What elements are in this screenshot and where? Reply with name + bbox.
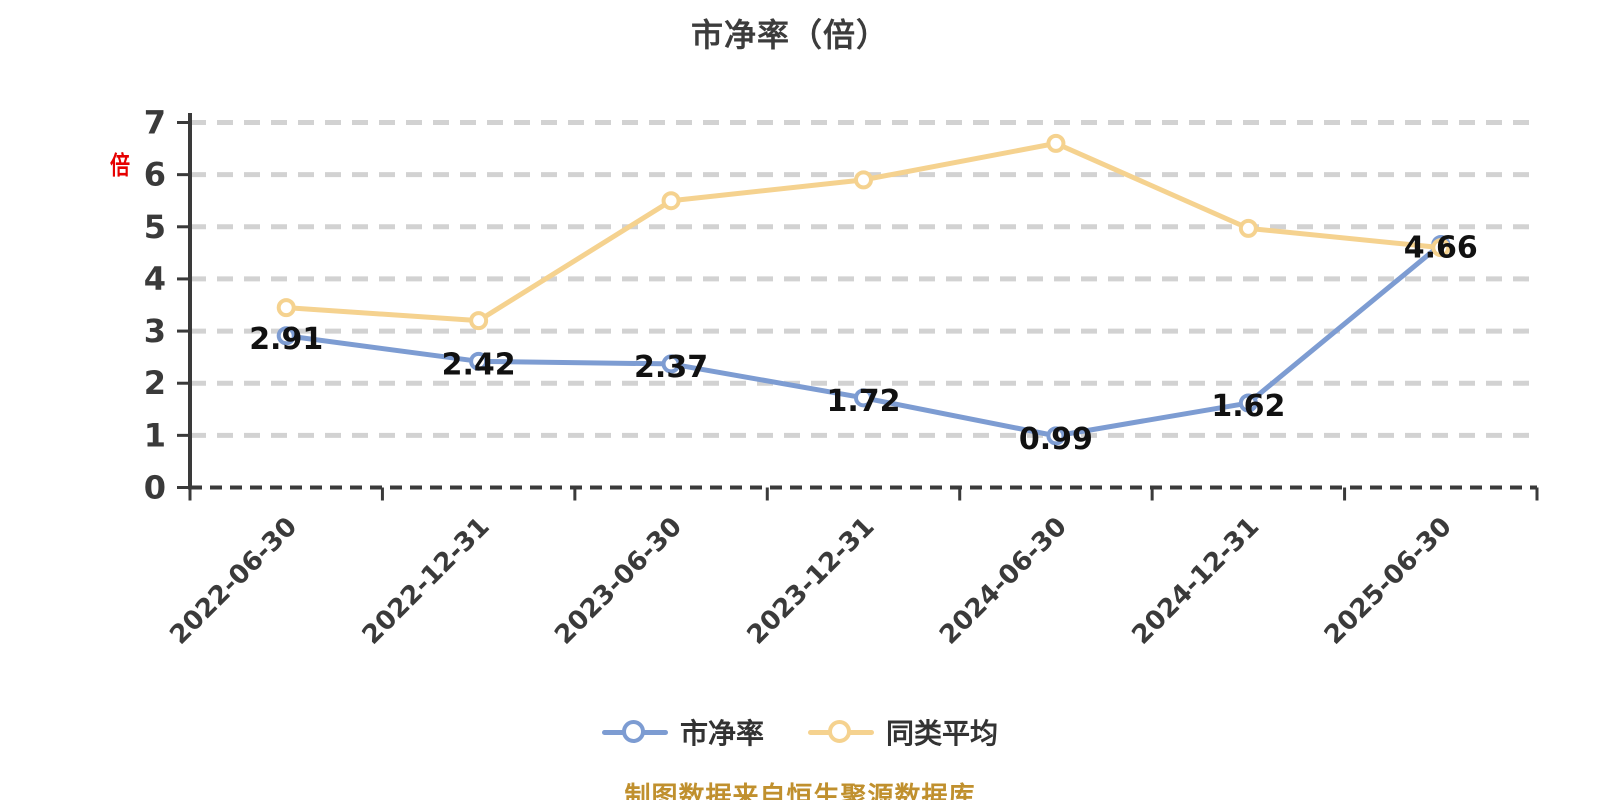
data-point-label: 2.37: [634, 350, 708, 385]
data-point[interactable]: [854, 170, 873, 190]
x-axis-label: 2022-12-31: [357, 512, 496, 651]
y-tick-label: 6: [144, 156, 166, 194]
x-axis-label: 2024-06-30: [934, 512, 1073, 651]
data-point[interactable]: [1046, 426, 1066, 446]
x-axis-label: 2025-06-30: [1319, 512, 1458, 651]
data-point[interactable]: [469, 351, 489, 371]
x-axis-label: 2024-12-31: [1126, 512, 1265, 651]
data-point-label: 2.42: [442, 347, 516, 382]
legend-item-peer-average[interactable]: 同类平均: [808, 712, 998, 752]
y-tick-label: 2: [144, 364, 166, 402]
y-tick-label: 5: [144, 208, 166, 246]
legend-item-pbr[interactable]: 市净率: [601, 712, 764, 752]
data-point-label: 4.66: [1404, 231, 1478, 266]
y-tick-label: 0: [144, 469, 166, 507]
y-tick-label: 1: [144, 416, 166, 454]
data-point[interactable]: [661, 191, 681, 211]
data-point[interactable]: [1431, 238, 1451, 258]
peer-average-legend-marker-icon: [808, 720, 874, 744]
y-tick-label: 4: [144, 260, 166, 298]
data-point[interactable]: [276, 326, 296, 346]
x-axis-label: 2023-12-31: [742, 512, 881, 651]
legend-label-pbr: 市净率: [679, 717, 764, 750]
data-point[interactable]: [1238, 218, 1258, 238]
y-tick-label: 7: [144, 104, 166, 142]
legend: 市净率 同类平均: [0, 712, 1600, 752]
legend-label-peer-average: 同类平均: [886, 717, 999, 750]
data-point-label: 1.62: [1211, 389, 1285, 424]
y-tick-label: 3: [144, 312, 166, 350]
data-point[interactable]: [854, 388, 873, 408]
chart-title: 市净率（倍）: [690, 16, 889, 54]
x-axis-label: 2022-06-30: [164, 512, 303, 651]
data-point[interactable]: [469, 311, 489, 331]
pbr-legend-marker-icon: [601, 720, 668, 744]
data-point-label: 1.72: [826, 384, 900, 419]
data-point-label: 0.99: [1019, 422, 1093, 457]
data-point[interactable]: [661, 354, 681, 374]
data-point[interactable]: [1046, 133, 1066, 153]
y-axis-unit-label: 倍: [110, 151, 131, 180]
data-point[interactable]: [276, 298, 296, 318]
line-chart: 0 1 2 3 4 5 6 7 2022-06-30 2022-12-31 2023-06-30 20…: [144, 104, 1539, 651]
data-point-label: 2.91: [249, 322, 323, 357]
data-source-note: 制图数据来自恒生聚源数据库: [624, 782, 976, 800]
x-axis-label: 2023-06-30: [549, 512, 688, 651]
data-point[interactable]: [1238, 393, 1258, 413]
series-line: [283, 140, 1444, 324]
